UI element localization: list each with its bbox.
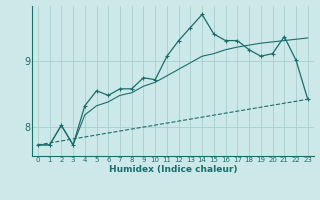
X-axis label: Humidex (Indice chaleur): Humidex (Indice chaleur) xyxy=(108,165,237,174)
